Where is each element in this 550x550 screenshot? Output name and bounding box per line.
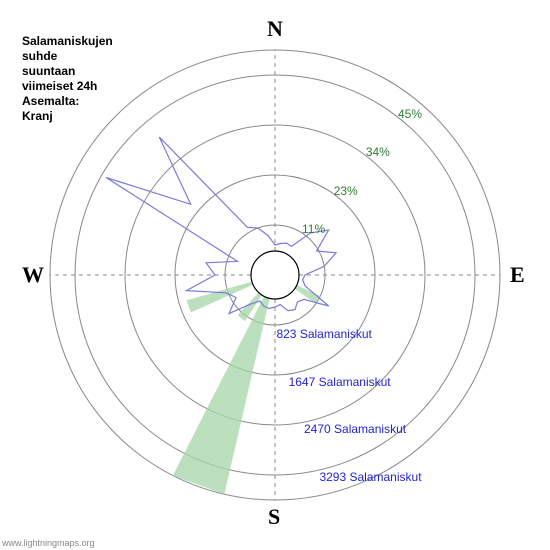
strike-label: 2470 Salamaniskut [304,422,406,436]
strike-label: 1647 Salamaniskut [289,375,391,389]
chart-title: Salamaniskujen suhde suuntaan viimeiset … [22,34,113,124]
strike-label: 823 Salamaniskut [276,327,371,341]
cardinal-s: S [268,504,280,530]
cardinal-w: W [22,262,44,288]
pct-label: 11% [302,222,325,236]
pct-label: 34% [366,145,390,159]
pct-label: 45% [398,107,422,121]
strike-label: 3293 Salamaniskut [319,470,421,484]
cardinal-e: E [510,262,525,288]
footer-credit: www.lightningmaps.org [2,538,95,548]
cardinal-n: N [267,16,283,42]
pct-label: 23% [334,184,358,198]
rose-chart: Salamaniskujen suhde suuntaan viimeiset … [0,0,550,550]
